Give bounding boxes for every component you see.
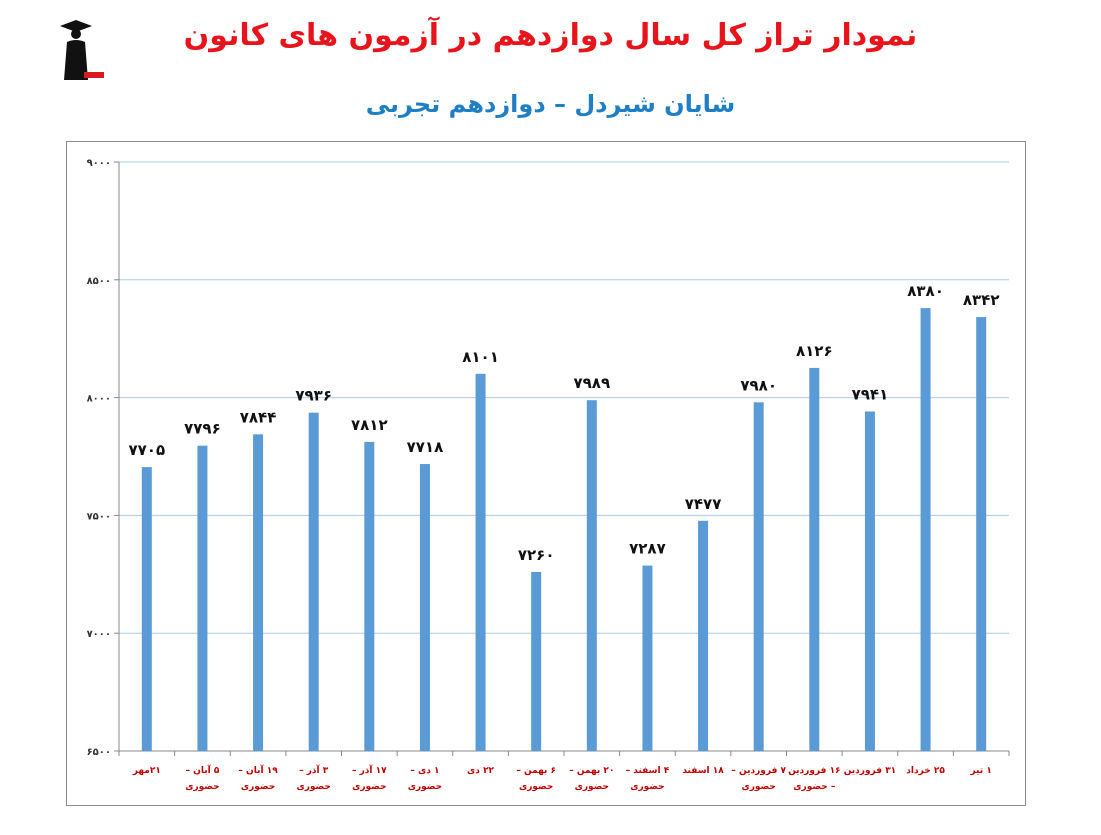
x-category-label: حضوری — [352, 782, 386, 792]
x-category-label: ۲۱مهر — [132, 766, 161, 776]
bar — [197, 445, 208, 751]
x-category-label: حضوری — [519, 782, 553, 792]
y-tick-label: ۷۰۰۰ — [87, 629, 111, 640]
x-category-label: ۵ آبان – — [186, 764, 220, 776]
data-label: ۷۸۱۲ — [351, 416, 388, 434]
bar — [475, 373, 486, 751]
bar-chart: ۶۵۰۰ ۷۰۰۰ ۷۵۰۰ ۸۰۰۰ ۸۵۰۰ ۹۰۰۰ ۷۷۰۵ ۲۱مهر ۷۷۹۶ ۵ آ… — [87, 158, 1010, 792]
x-category-label: حضوری — [185, 782, 219, 792]
x-category-label: ۷ فروردین – — [731, 766, 786, 776]
data-label: ۷۷۰۵ — [129, 441, 166, 459]
x-category-label: ۲۵ خرداد — [906, 766, 945, 776]
data-label: ۸۱۲۶ — [796, 342, 833, 360]
bar — [920, 308, 931, 751]
x-category-label: – حضوری — [793, 782, 836, 792]
x-category-label: حضوری — [296, 782, 330, 792]
chart-title: نمودار تراز کل سال دوازدهم در آزمون های … — [183, 18, 918, 53]
bar — [753, 402, 764, 751]
bar — [308, 412, 319, 751]
data-label: ۷۹۳۶ — [295, 387, 332, 405]
x-category-label: حضوری — [241, 782, 275, 792]
data-label: ۸۱۰۱ — [462, 348, 499, 366]
y-tick-label: ۷۵۰۰ — [87, 511, 111, 522]
data-label: ۷۲۶۰ — [518, 546, 555, 564]
data-label: ۷۹۴۱ — [852, 386, 889, 404]
data-label: ۷۷۱۸ — [407, 438, 444, 456]
x-category-label: ۱۷ آذر – — [352, 764, 387, 776]
x-category-label: حضوری — [630, 782, 664, 792]
x-category-label: ۳ آذر – — [299, 764, 329, 776]
graduate-logo-icon — [60, 20, 104, 80]
x-category-label: حضوری — [408, 782, 442, 792]
data-label: ۷۴۷۷ — [685, 495, 722, 513]
x-category-label: حضوری — [741, 782, 775, 792]
bar — [864, 411, 875, 751]
bar — [976, 317, 987, 751]
x-category-label: حضوری — [575, 782, 609, 792]
bar — [531, 571, 542, 751]
data-label: ۷۲۸۷ — [629, 540, 666, 558]
bar — [253, 434, 264, 751]
y-tick-label: ۹۰۰۰ — [87, 158, 111, 169]
x-category-label: ۱۹ آبان – — [238, 764, 278, 776]
x-category-label: ۲۲ دی — [467, 766, 495, 776]
x-category-label: ۱ دی – — [410, 766, 439, 776]
x-category-label: ۴ اسفند – — [626, 766, 670, 776]
x-category-label: ۶ بهمن – — [516, 766, 556, 776]
x-category-label: ۲۰ بهمن – — [569, 766, 614, 776]
bar — [141, 467, 152, 751]
data-label: ۸۳۸۰ — [907, 282, 944, 300]
x-category-label: ۱۸ اسفند — [682, 766, 724, 776]
bar — [364, 441, 375, 751]
chart-area: ۶۵۰۰ ۷۰۰۰ ۷۵۰۰ ۸۰۰۰ ۸۵۰۰ ۹۰۰۰ ۷۷۰۵ ۲۱مهر ۷۷۹۶ ۵ آ… — [66, 141, 1026, 806]
data-label: ۷۹۸۰ — [740, 376, 777, 394]
bar — [809, 367, 820, 751]
bar — [698, 520, 709, 751]
y-tick-label: ۶۵۰۰ — [87, 747, 111, 758]
data-label: ۸۳۴۲ — [963, 291, 1000, 309]
y-tick-label: ۸۵۰۰ — [87, 276, 111, 287]
x-category-label: ۱۶ فروردین — [788, 766, 841, 776]
data-label: ۷۹۸۹ — [574, 374, 611, 392]
x-category-label: ۳۱ فروردین — [844, 766, 897, 776]
bar — [586, 400, 597, 751]
y-tick-label: ۸۰۰۰ — [87, 394, 111, 405]
bar — [419, 464, 430, 751]
chart-subtitle: شایان شیردل – دوازدهم تجربی — [365, 90, 736, 118]
bar — [642, 565, 653, 751]
data-label: ۷۸۴۴ — [240, 408, 277, 426]
data-label: ۷۷۹۶ — [184, 420, 221, 438]
x-category-label: ۱ تیر — [970, 766, 992, 776]
